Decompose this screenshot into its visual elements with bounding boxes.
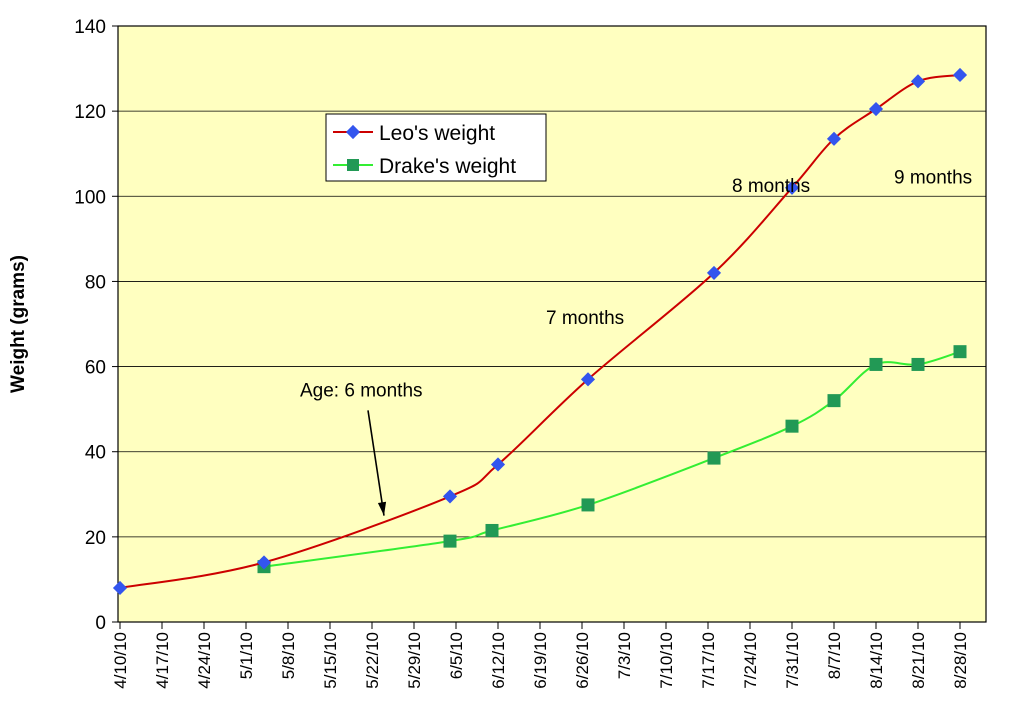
- legend-label-drake: Drake's weight: [379, 155, 516, 178]
- data-point-leo: [580, 372, 596, 387]
- data-point-drake: [869, 357, 883, 371]
- data-point-leo: [490, 457, 506, 472]
- annotation-arrow: [367, 410, 385, 516]
- gridlines: [118, 110, 986, 538]
- annotation-label: 7 months: [546, 308, 624, 329]
- x-tick-label: 8/28/10: [951, 632, 970, 689]
- data-point-drake: [785, 419, 799, 433]
- x-tick-label: 7/3/10: [615, 632, 634, 679]
- plot-border: [117, 25, 987, 623]
- legend-label-leo: Leo's weight: [379, 122, 495, 145]
- data-point-drake: [827, 394, 841, 408]
- x-tick-label: 6/26/10: [573, 632, 592, 689]
- data-point-drake: [485, 523, 499, 537]
- legend-marker-leo: [345, 124, 361, 140]
- data-point-leo: [868, 101, 884, 117]
- annotation-label: 9 months: [894, 168, 972, 189]
- data-point-leo: [826, 131, 842, 146]
- x-tick-label: 5/1/10: [237, 632, 256, 679]
- x-tick-label: 5/22/10: [363, 632, 382, 689]
- y-axis: 0 20 40 60 80 100 120 140: [74, 17, 118, 634]
- legend-marker-drake: [347, 159, 359, 171]
- series-layer: [112, 67, 968, 596]
- x-axis: 4/10/10 4/17/10 4/24/10 5/1/10 5/8/10 5/15/10…: [111, 622, 970, 689]
- x-tick-label: 4/24/10: [195, 632, 214, 689]
- y-tick-label: 40: [85, 443, 106, 464]
- y-tick-label: 100: [74, 187, 106, 208]
- x-tick-label: 7/10/10: [657, 632, 676, 689]
- y-axis-label: Weight (grams): [8, 255, 29, 393]
- data-point-leo: [256, 555, 272, 570]
- y-tick-label: 120: [74, 102, 106, 123]
- data-point-leo: [784, 180, 800, 195]
- data-point-leo: [706, 265, 722, 280]
- x-tick-label: 5/8/10: [279, 632, 298, 679]
- x-tick-label: 6/19/10: [531, 632, 550, 689]
- annotation-label: 8 months: [732, 176, 810, 197]
- data-point-leo: [442, 489, 458, 504]
- data-point-drake: [953, 345, 967, 359]
- x-tick-label: 8/7/10: [825, 632, 844, 679]
- legend-box: [325, 113, 547, 182]
- data-point-drake: [443, 534, 457, 548]
- legend: Leo's weight Drake's weight: [325, 113, 547, 182]
- data-point-drake: [911, 357, 925, 371]
- annotations: Age: 6 months 7 months 8 months 9 months: [300, 168, 972, 516]
- annotation-label: Age: 6 months: [300, 380, 423, 401]
- data-point-leo: [112, 580, 128, 596]
- arrow-head: [377, 501, 387, 516]
- x-tick-label: 5/15/10: [321, 632, 340, 689]
- x-tick-label: 8/21/10: [909, 632, 928, 689]
- x-tick-label: 4/17/10: [153, 632, 172, 689]
- data-point-drake: [707, 451, 721, 465]
- x-tick-label: 4/10/10: [111, 632, 130, 689]
- x-tick-label: 7/31/10: [783, 632, 802, 689]
- x-tick-label: 7/24/10: [741, 632, 760, 689]
- data-point-leo: [952, 67, 968, 83]
- y-tick-label: 0: [95, 613, 106, 634]
- x-tick-label: 6/12/10: [489, 632, 508, 689]
- y-tick-label: 20: [85, 528, 106, 549]
- plot-background: [118, 26, 986, 622]
- x-tick-label: 7/17/10: [699, 632, 718, 689]
- y-tick-label: 60: [85, 358, 106, 379]
- y-tick-label: 80: [85, 272, 106, 293]
- x-tick-label: 6/5/10: [447, 632, 466, 679]
- data-point-leo: [910, 74, 926, 89]
- x-tick-label: 8/14/10: [867, 632, 886, 689]
- y-tick-label: 140: [74, 17, 106, 38]
- data-point-drake: [581, 498, 595, 512]
- x-tick-label: 5/29/10: [405, 632, 424, 689]
